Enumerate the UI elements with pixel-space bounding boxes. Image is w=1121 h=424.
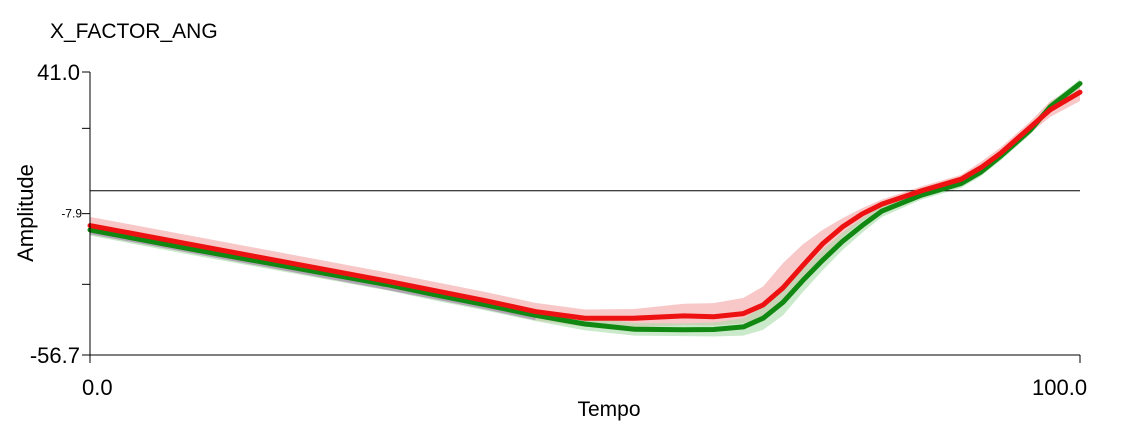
chart-title: X_FACTOR_ANG [50,20,218,43]
series-line-1 [87,89,1083,321]
x-tick-label: 100.0 [1032,375,1087,400]
confidence-band-2 [90,79,1080,337]
y-ticks: 41.0 -7.9 -56.7 [30,60,90,368]
confidence-bands [90,79,1080,337]
x-tick-label: 0.0 [82,375,113,400]
y-axis-label: Amplitude [13,164,38,262]
x-ticks: 0.0 100.0 [82,355,1087,400]
y-tick-label: -7.9 [61,207,82,221]
series-line-2 [87,81,1083,333]
y-tick-label: 41.0 [37,60,80,85]
confidence-band-1 [90,83,1080,328]
series-lines [87,81,1083,333]
y-tick-label: -56.7 [30,343,80,368]
x-axis-label: Tempo [577,398,640,421]
